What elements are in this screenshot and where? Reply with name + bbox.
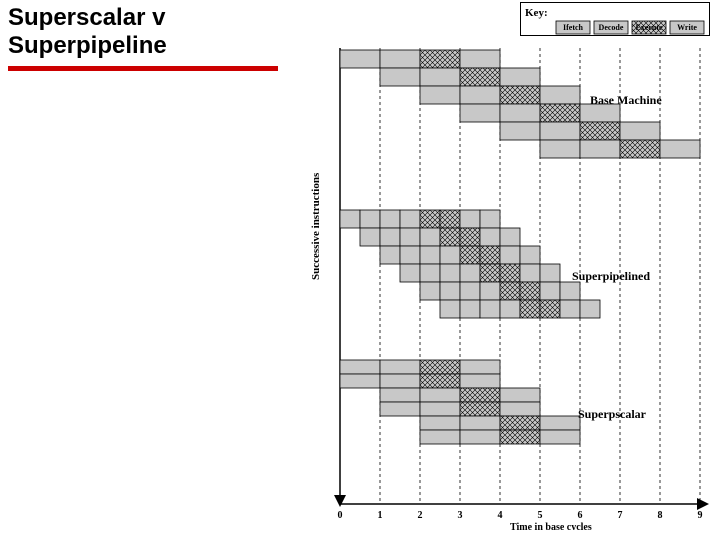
svg-text:4: 4 (498, 510, 503, 521)
svg-text:8: 8 (658, 510, 663, 521)
svg-text:6: 6 (578, 510, 583, 521)
svg-text:2: 2 (418, 510, 423, 521)
svg-text:Base Machine: Base Machine (590, 93, 662, 107)
svg-text:7: 7 (618, 510, 623, 521)
svg-text:Time in base cycles: Time in base cycles (510, 522, 592, 530)
title-line2: Superpipeline (8, 32, 167, 60)
svg-text:1: 1 (378, 510, 383, 521)
svg-text:5: 5 (538, 510, 543, 521)
svg-text:9: 9 (698, 510, 703, 521)
svg-text:Superpipelined: Superpipelined (572, 269, 650, 283)
title-underline (8, 66, 278, 71)
svg-text:Superpscalar: Superpscalar (578, 407, 647, 421)
title-line1: Superscalar v (8, 4, 167, 32)
svg-text:0: 0 (338, 510, 343, 521)
pipeline-chart: 0 1 2 3 4 5 6 7 8 9 Time in base cycles Base Machin… (300, 10, 710, 530)
page-title: Superscalar v Superpipeline (8, 4, 167, 60)
svg-text:3: 3 (458, 510, 463, 521)
